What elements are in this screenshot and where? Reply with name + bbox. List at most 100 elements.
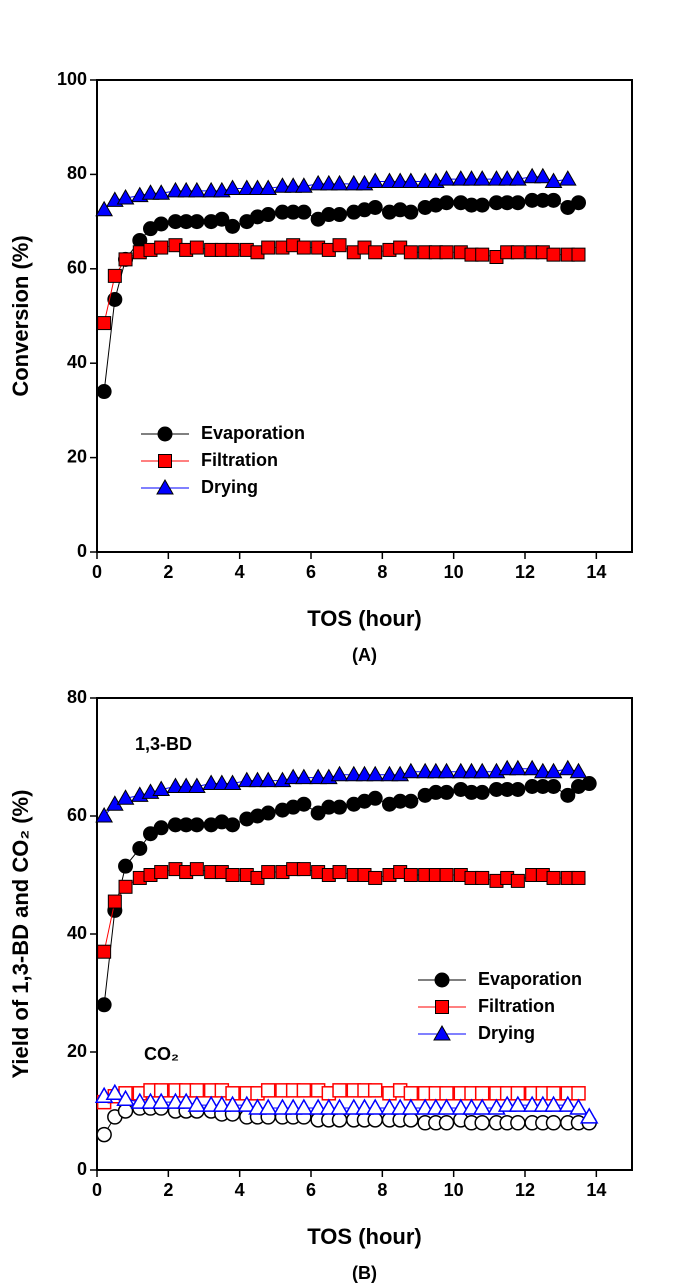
marker bbox=[260, 207, 276, 223]
y-axis-label: Conversion (%) bbox=[8, 235, 33, 396]
marker bbox=[295, 177, 313, 193]
y-tick-label: 80 bbox=[67, 687, 87, 707]
y-tick-label: 80 bbox=[67, 163, 87, 183]
marker bbox=[284, 768, 303, 785]
marker bbox=[296, 1083, 312, 1098]
marker bbox=[510, 245, 525, 260]
marker bbox=[237, 1095, 257, 1112]
marker bbox=[116, 188, 135, 205]
x-tick-label: 2 bbox=[163, 1180, 173, 1200]
legend-marker bbox=[435, 1000, 449, 1014]
marker bbox=[437, 762, 456, 779]
marker bbox=[166, 181, 185, 198]
y-tick-label: 100 bbox=[57, 69, 87, 89]
marker bbox=[296, 240, 311, 255]
marker bbox=[401, 1098, 421, 1115]
y-tick-label: 20 bbox=[67, 1041, 87, 1061]
marker bbox=[474, 1115, 490, 1131]
marker bbox=[367, 1083, 383, 1098]
marker bbox=[437, 170, 456, 186]
marker bbox=[95, 200, 113, 217]
marker bbox=[225, 242, 240, 257]
marker bbox=[355, 765, 374, 782]
marker bbox=[368, 870, 383, 885]
legend-label: Drying bbox=[201, 477, 258, 497]
marker bbox=[258, 1098, 278, 1115]
x-tick-label: 8 bbox=[377, 1180, 387, 1200]
marker bbox=[451, 762, 470, 779]
marker bbox=[391, 172, 410, 188]
marker bbox=[508, 1095, 528, 1112]
marker bbox=[248, 771, 267, 788]
marker bbox=[177, 777, 196, 793]
marker bbox=[261, 240, 276, 255]
marker bbox=[426, 762, 445, 779]
marker bbox=[223, 1095, 242, 1112]
marker bbox=[152, 184, 171, 200]
marker bbox=[116, 1089, 135, 1106]
marker bbox=[403, 1086, 419, 1101]
marker bbox=[569, 762, 588, 779]
marker bbox=[237, 771, 256, 788]
marker bbox=[344, 174, 363, 191]
marker bbox=[403, 1112, 419, 1128]
legend-label: Evaporation bbox=[201, 423, 305, 443]
marker bbox=[402, 762, 420, 779]
marker bbox=[117, 1103, 134, 1119]
marker bbox=[569, 1098, 588, 1115]
marker bbox=[544, 762, 563, 779]
marker bbox=[571, 870, 586, 885]
legend-marker bbox=[156, 478, 174, 495]
marker bbox=[475, 247, 490, 262]
marker bbox=[212, 774, 231, 791]
marker bbox=[368, 245, 383, 260]
marker bbox=[107, 268, 122, 283]
marker bbox=[202, 181, 220, 198]
marker bbox=[544, 1095, 563, 1112]
marker bbox=[96, 997, 112, 1013]
marker bbox=[225, 868, 240, 882]
marker bbox=[95, 806, 113, 823]
marker bbox=[365, 1098, 385, 1115]
series-line bbox=[103, 176, 568, 211]
marker bbox=[498, 759, 517, 776]
x-tick-label: 8 bbox=[377, 562, 387, 582]
marker bbox=[225, 817, 241, 833]
y-axis-label: Yield of 1,3-BD and CO₂ (%) bbox=[8, 790, 33, 1079]
marker bbox=[403, 245, 418, 260]
marker bbox=[380, 765, 399, 782]
marker bbox=[223, 179, 242, 196]
marker bbox=[332, 1083, 347, 1098]
marker bbox=[332, 207, 348, 223]
x-tick-label: 4 bbox=[235, 1180, 245, 1200]
marker bbox=[176, 1092, 196, 1109]
marker bbox=[96, 1126, 112, 1143]
marker bbox=[202, 774, 220, 791]
marker bbox=[330, 1098, 349, 1115]
marker bbox=[332, 238, 347, 253]
marker bbox=[153, 216, 169, 232]
marker bbox=[416, 172, 434, 188]
marker bbox=[260, 1083, 276, 1098]
marker bbox=[544, 172, 563, 188]
legend-marker bbox=[157, 426, 173, 442]
legend-marker bbox=[434, 972, 450, 988]
marker bbox=[439, 1086, 454, 1101]
marker bbox=[332, 799, 348, 815]
marker bbox=[309, 174, 327, 191]
marker bbox=[344, 765, 363, 782]
marker bbox=[472, 1098, 492, 1115]
marker bbox=[330, 174, 349, 191]
marker bbox=[474, 784, 490, 800]
marker bbox=[118, 858, 134, 874]
marker bbox=[509, 759, 527, 776]
marker bbox=[545, 1115, 562, 1131]
x-tick-label: 12 bbox=[515, 562, 535, 582]
marker bbox=[116, 789, 135, 805]
marker bbox=[523, 759, 541, 776]
annotation: CO₂ bbox=[144, 1044, 179, 1064]
plot-frame bbox=[96, 79, 633, 553]
marker bbox=[380, 172, 399, 188]
marker bbox=[319, 174, 338, 191]
